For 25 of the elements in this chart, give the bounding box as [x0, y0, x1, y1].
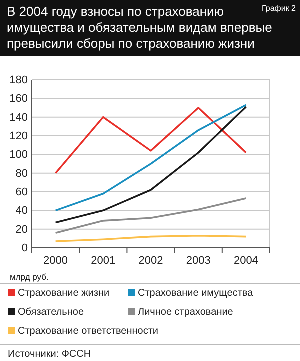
text: График 2	[262, 4, 297, 13]
y-tick-label: 160	[10, 93, 28, 106]
y-tick-label: 80	[16, 168, 28, 180]
y-tick-label: 0	[22, 242, 28, 255]
y-tick-label: 100	[10, 149, 28, 162]
y-tick-label: 120	[10, 130, 28, 143]
x-tick-label: 2001	[91, 255, 116, 267]
line-series	[54, 107, 248, 174]
line-series	[54, 198, 248, 234]
legend-label: Страхование ответственности	[18, 326, 159, 337]
legend-label: Личное страхование	[138, 307, 234, 318]
y-tick-label: 60	[16, 186, 28, 199]
x-tick-label: 2000	[44, 255, 68, 267]
y-tick-label: 180	[10, 74, 28, 87]
x-tick-label: 2004	[234, 255, 258, 267]
y-axis-title: млрд руб.	[10, 272, 49, 282]
y-tick-label: 20	[16, 224, 28, 236]
x-tick-label: 2003	[186, 255, 211, 267]
x-tick-label: 2002	[138, 255, 164, 267]
text: Источники: ФССН	[8, 349, 92, 360]
legend-label: Страхование жизни	[18, 288, 110, 299]
y-tick-label: 140	[10, 112, 28, 124]
y-tick-label: 40	[16, 205, 28, 218]
legend-label: Обязательное	[18, 307, 84, 318]
legend-label: Страхование имущества	[138, 288, 254, 299]
